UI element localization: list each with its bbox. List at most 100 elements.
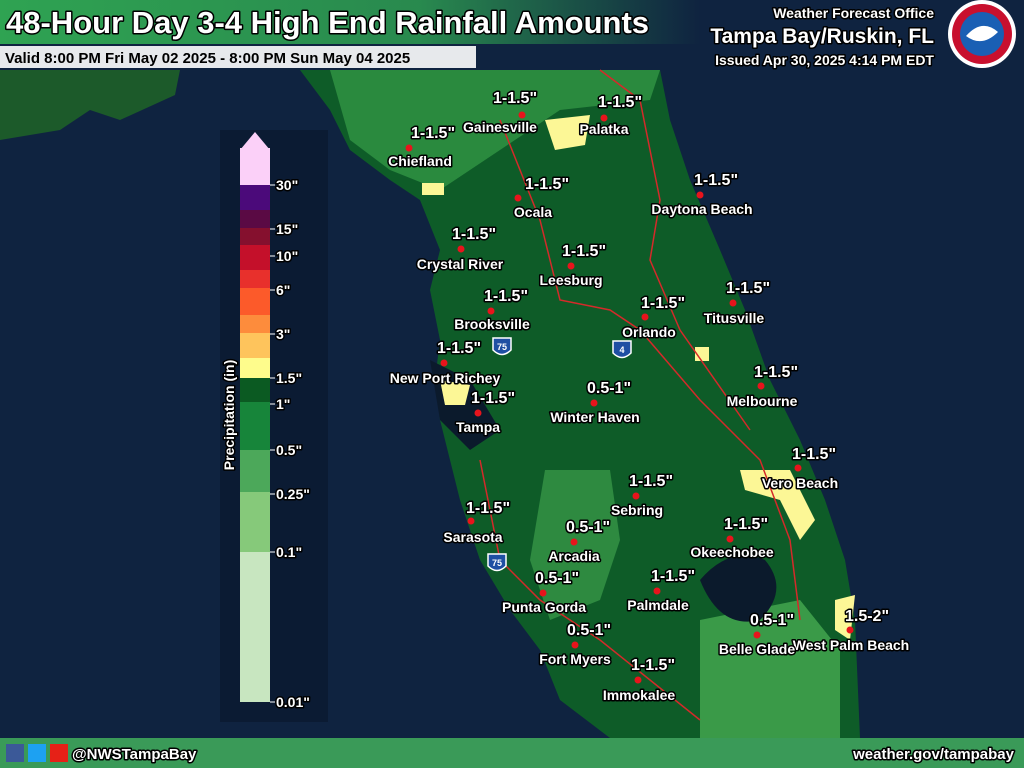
rainfall-amount: 1-1.5"	[694, 172, 738, 189]
highway-shield	[612, 340, 632, 359]
city-name: Okeechobee	[690, 544, 773, 560]
city-name: Punta Gorda	[502, 599, 586, 615]
legend-label: 1"	[276, 396, 290, 412]
city-name: Ocala	[514, 204, 552, 220]
rainfall-amount: 0.5-1"	[535, 570, 579, 587]
city-name: Titusville	[704, 310, 765, 326]
color-bar-band	[240, 148, 270, 185]
rainfall-amount: 1-1.5"	[724, 516, 768, 533]
city-dot	[729, 299, 737, 307]
legend-label: 0.5"	[276, 442, 302, 458]
color-bar	[240, 132, 270, 702]
south-area	[700, 600, 840, 738]
color-bar-band	[240, 185, 270, 210]
location: Tampa Bay/Ruskin, FL	[710, 25, 934, 48]
legend-label: 3"	[276, 326, 290, 342]
city-name: Belle Glade	[719, 641, 795, 657]
rain-patch	[545, 115, 590, 150]
website: weather.gov/tampabay	[852, 746, 1015, 763]
city-dot	[846, 626, 854, 634]
rainfall-amount: 1-1.5"	[484, 288, 528, 305]
city-dot	[634, 676, 642, 684]
rainfall-amount: 1-1.5"	[493, 90, 537, 107]
color-bar-band	[240, 270, 270, 288]
highway-shield	[492, 337, 512, 356]
city-name: Winter Haven	[550, 409, 639, 425]
rainfall-amount: 1-1.5"	[629, 473, 673, 490]
city-dot	[794, 464, 802, 472]
county-roads	[479, 69, 801, 721]
title: 48-Hour Day 3-4 High End Rainfall Amount…	[6, 5, 649, 40]
city-name: Sebring	[611, 502, 663, 518]
highway-shield	[487, 553, 507, 572]
color-bar-band	[240, 358, 270, 378]
city-dot	[440, 359, 448, 367]
rainfall-amount: 1.5-2"	[845, 608, 889, 625]
city-name: Arcadia	[548, 548, 600, 564]
twitter-icon	[28, 744, 46, 762]
social-handle: @NWSTampaBay	[72, 746, 197, 763]
city-name: Melbourne	[727, 393, 798, 409]
highway-number: 75	[492, 558, 502, 568]
rain-patch	[422, 183, 444, 195]
color-bar-band	[240, 288, 270, 315]
rainfall-amount: 0.5-1"	[750, 612, 794, 629]
rain-patch	[740, 470, 815, 540]
city-name: Fort Myers	[539, 651, 611, 667]
rainfall-amount: 1-1.5"	[598, 94, 642, 111]
city-dot	[467, 517, 475, 525]
rainfall-amount: 1-1.5"	[471, 390, 515, 407]
legend-label: 0.01"	[276, 694, 310, 710]
color-bar-band	[240, 552, 270, 702]
legend-label: 6"	[276, 282, 290, 298]
valid-band	[0, 46, 476, 68]
north-area	[330, 70, 660, 190]
city-name: Leesburg	[539, 272, 602, 288]
city-name: New Port Richey	[390, 370, 501, 386]
legend-label: 0.25"	[276, 486, 310, 502]
color-bar-band	[240, 210, 270, 228]
legend-label: 15"	[276, 221, 298, 237]
city-dot	[570, 538, 578, 546]
color-bar-band	[240, 450, 270, 492]
rainfall-amount: 0.5-1"	[587, 380, 631, 397]
rainfall-amount: 1-1.5"	[437, 340, 481, 357]
city-dot	[405, 144, 413, 152]
city-dot	[457, 245, 465, 253]
rainfall-amount: 0.5-1"	[567, 622, 611, 639]
city-name: Crystal River	[417, 256, 504, 272]
color-bar-band	[240, 378, 270, 402]
legend-label: 30"	[276, 177, 298, 193]
city-dot	[726, 535, 734, 543]
youtube-icon	[50, 744, 68, 762]
city-name: Daytona Beach	[651, 201, 752, 217]
city-name: Vero Beach	[762, 475, 838, 491]
legend-label: 10"	[276, 248, 298, 264]
rainfall-amount: 1-1.5"	[411, 125, 455, 142]
rainfall-amount: 1-1.5"	[452, 226, 496, 243]
city-dot	[514, 194, 522, 202]
valid-time: Valid 8:00 PM Fri May 02 2025 - 8:00 PM …	[5, 50, 410, 67]
office: Weather Forecast Office	[773, 5, 934, 21]
city-dot	[590, 399, 598, 407]
city-dot	[641, 313, 649, 321]
city-dot	[571, 641, 579, 649]
rainfall-amount: 1-1.5"	[651, 568, 695, 585]
city-dot	[600, 114, 608, 122]
footer-band	[0, 738, 1024, 768]
city-dot	[474, 409, 482, 417]
rainfall-amount: 1-1.5"	[641, 295, 685, 312]
nws-logo	[948, 0, 1016, 68]
city-name: Palmdale	[627, 597, 689, 613]
rainfall-amount: 1-1.5"	[466, 500, 510, 517]
city-name: Immokalee	[603, 687, 676, 703]
city-dot	[487, 307, 495, 315]
rainfall-amount: 1-1.5"	[525, 176, 569, 193]
city-dot	[653, 587, 661, 595]
rainfall-amount: 1-1.5"	[792, 446, 836, 463]
lake-okeechobee	[700, 555, 777, 622]
color-bar-band	[240, 315, 270, 333]
panhandle	[0, 70, 180, 140]
city-dot	[696, 191, 704, 199]
rainfall-amount: 1-1.5"	[562, 243, 606, 260]
